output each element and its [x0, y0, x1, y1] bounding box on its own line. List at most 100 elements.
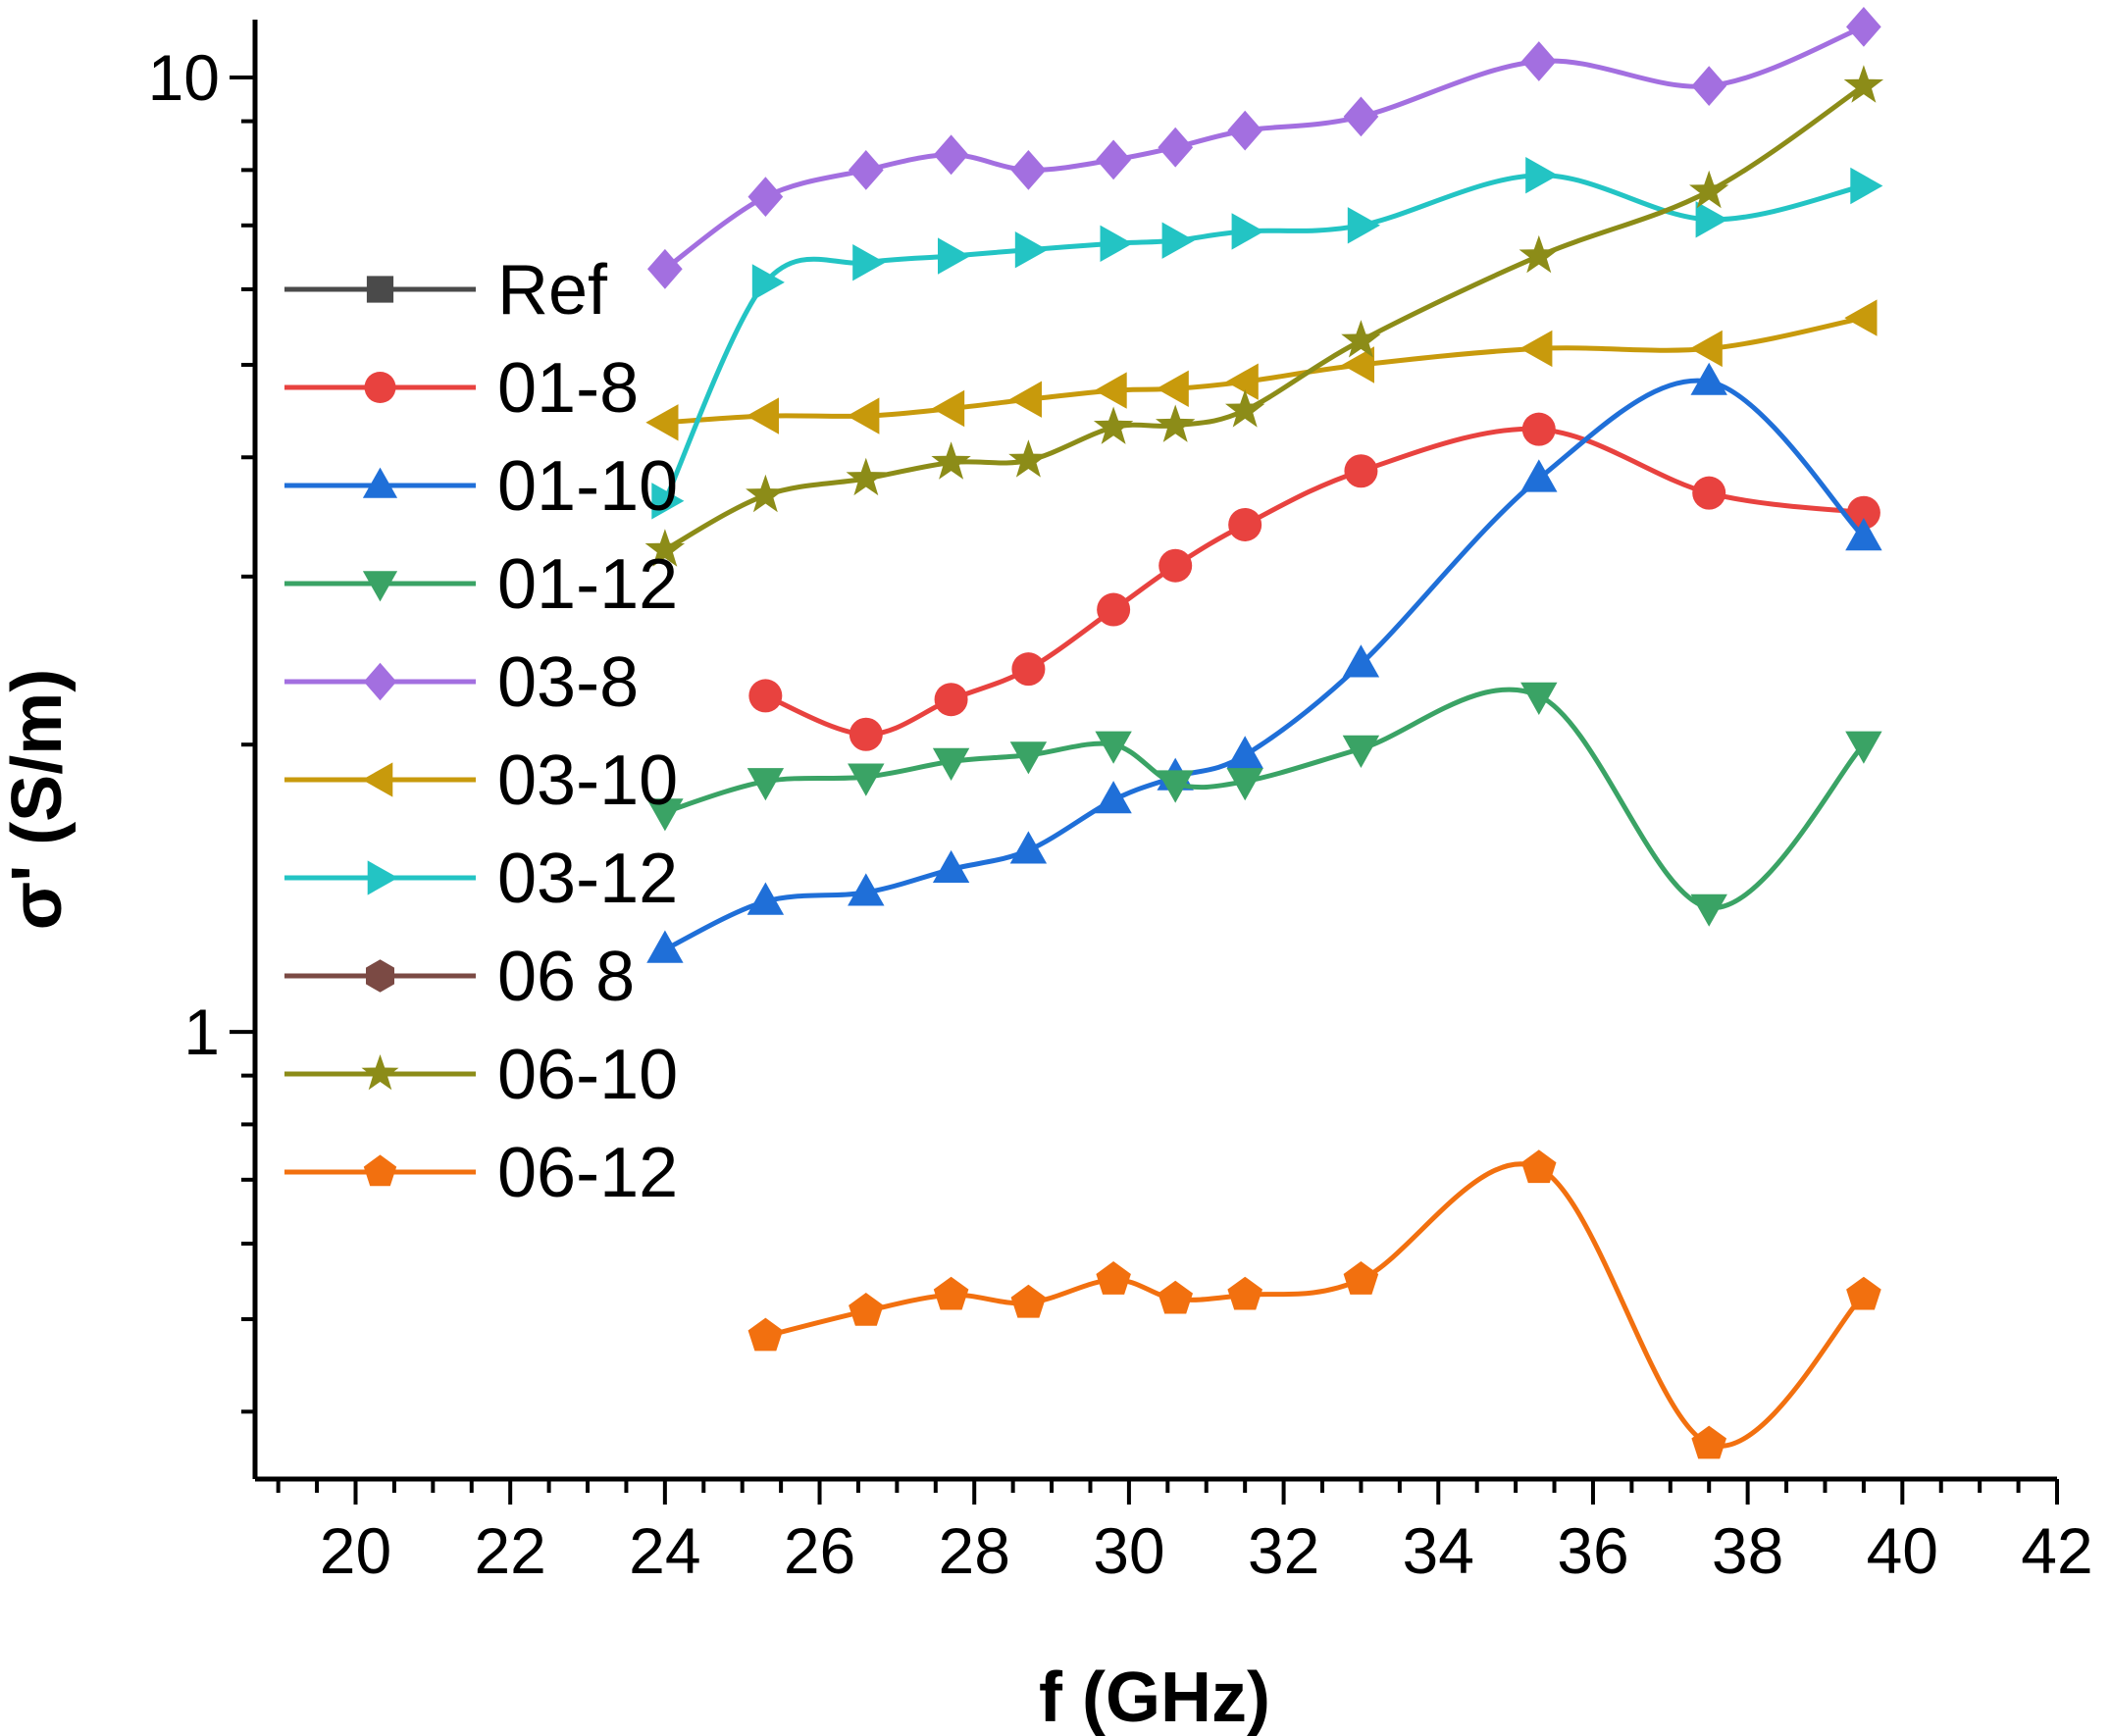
data-point-01-10: [1845, 518, 1882, 551]
legend-label-06-8: 06 8: [497, 938, 635, 1016]
data-point-01-12: [1226, 768, 1263, 801]
data-point-03-10: [645, 404, 679, 441]
legend-item-06-10: 06-10: [284, 1036, 678, 1114]
legend-marker-01-10: [362, 467, 398, 498]
legend-item-06-8: 06 8: [284, 938, 635, 1016]
data-point-06-12: [1158, 1280, 1193, 1314]
legend-label-06-10: 06-10: [497, 1036, 678, 1114]
data-point-03-12: [1850, 167, 1883, 205]
data-point-03-10: [1094, 372, 1127, 409]
series-line-01-10: [663, 378, 1866, 952]
series-line-03-12: [662, 173, 1865, 502]
legend-marker-01-12: [362, 571, 398, 602]
series-01-10: [646, 362, 1882, 963]
data-point-03-10: [1689, 330, 1723, 368]
data-point-03-10: [1844, 299, 1878, 336]
data-point-03-10: [847, 397, 880, 434]
data-point-06-10: [1093, 406, 1134, 444]
legend-marker-06-12: [363, 1154, 397, 1187]
data-point-01-8: [748, 679, 783, 713]
legend-item-03-10: 03-10: [284, 741, 678, 820]
legend-item-01-10: 01-10: [284, 447, 678, 526]
legend-item-03-8: 03-8: [284, 643, 639, 722]
legend-marker-01-8: [364, 372, 396, 403]
data-point-01-8: [1344, 454, 1378, 488]
data-point-06-12: [1343, 1261, 1379, 1295]
data-point-01-8: [1158, 548, 1193, 583]
data-point-06-12: [747, 1317, 784, 1352]
data-point-06-12: [1010, 1284, 1047, 1318]
series-line-01-8: [764, 426, 1865, 738]
x-tick-label: 20: [320, 1514, 391, 1587]
series-03-10: [645, 299, 1878, 441]
x-axis-title: f (GHz): [1039, 1659, 1270, 1736]
x-tick-label: 38: [1712, 1514, 1783, 1587]
data-point-01-12: [1690, 894, 1727, 927]
data-point-03-8: [1158, 127, 1194, 168]
legend-item-06-12: 06-12: [284, 1134, 678, 1212]
data-point-03-8: [933, 134, 969, 176]
data-point-01-12: [646, 798, 684, 832]
legend-item-01-8: 01-8: [284, 349, 639, 428]
series-03-12: [651, 157, 1883, 520]
legend-label-01-10: 01-10: [497, 447, 678, 526]
data-point-01-10: [1226, 736, 1263, 769]
data-point-06-12: [1846, 1276, 1881, 1310]
legend-marker-06-10: [361, 1054, 399, 1091]
series-line-06-10: [663, 83, 1866, 552]
legend-label-01-8: 01-8: [497, 349, 639, 428]
data-point-03-10: [746, 397, 779, 434]
legend-item-Ref: Ref: [284, 251, 608, 330]
legend-label-01-12: 01-12: [497, 545, 678, 624]
data-point-03-12: [651, 483, 685, 520]
data-point-01-8: [1011, 652, 1046, 687]
series-01-12: [646, 682, 1882, 927]
data-point-01-8: [849, 717, 883, 751]
data-point-06-12: [849, 1293, 884, 1326]
legend-item-01-12: 01-12: [284, 545, 678, 624]
data-point-01-10: [1009, 831, 1048, 864]
data-point-06-10: [1843, 65, 1884, 103]
legend-item-03-12: 03-12: [284, 840, 678, 918]
legend: Ref 01-8 01-10 01-12 03-8 03-10 03-12 06 8 06-10…: [284, 251, 678, 1212]
data-point-01-10: [1342, 644, 1380, 678]
x-tick-label: 34: [1403, 1514, 1474, 1587]
x-tick-label: 42: [2021, 1514, 2092, 1587]
data-point-03-12: [1231, 213, 1264, 250]
data-point-01-10: [646, 930, 684, 963]
data-point-01-12: [932, 747, 970, 781]
data-point-01-12: [1009, 741, 1048, 775]
data-point-03-8: [747, 177, 784, 217]
data-point-06-10: [1008, 439, 1049, 478]
data-point-06-10: [1225, 389, 1265, 428]
series-line-01-12: [664, 687, 1866, 910]
data-point-03-12: [1695, 201, 1728, 238]
data-point-06-10: [644, 529, 686, 567]
data-point-01-12: [1095, 731, 1132, 764]
data-point-03-12: [1014, 231, 1048, 269]
x-tick-label: 32: [1248, 1514, 1319, 1587]
data-point-06-12: [1096, 1261, 1131, 1295]
legend-marker-03-8: [363, 662, 397, 701]
data-point-01-8: [1692, 476, 1726, 510]
data-point-03-12: [1525, 157, 1559, 194]
legend-marker-03-12: [367, 860, 398, 895]
data-point-03-12: [1100, 225, 1133, 262]
data-point-03-10: [1519, 330, 1553, 368]
data-point-03-12: [1347, 207, 1380, 244]
x-tick-label: 30: [1093, 1514, 1164, 1587]
data-point-01-10: [848, 873, 885, 906]
data-point-01-8: [1521, 412, 1556, 446]
legend-label-03-12: 03-12: [497, 840, 678, 918]
series-03-8: [647, 7, 1881, 289]
data-point-01-8: [1846, 495, 1880, 530]
x-tick-label: 40: [1867, 1514, 1938, 1587]
data-point-03-12: [1161, 222, 1195, 259]
series-line-03-10: [664, 315, 1865, 426]
x-tick-label: 24: [629, 1514, 700, 1587]
data-point-01-8: [1097, 592, 1131, 627]
legend-marker-Ref: [366, 276, 394, 303]
data-point-03-8: [1343, 96, 1379, 137]
data-point-06-10: [1689, 170, 1729, 209]
